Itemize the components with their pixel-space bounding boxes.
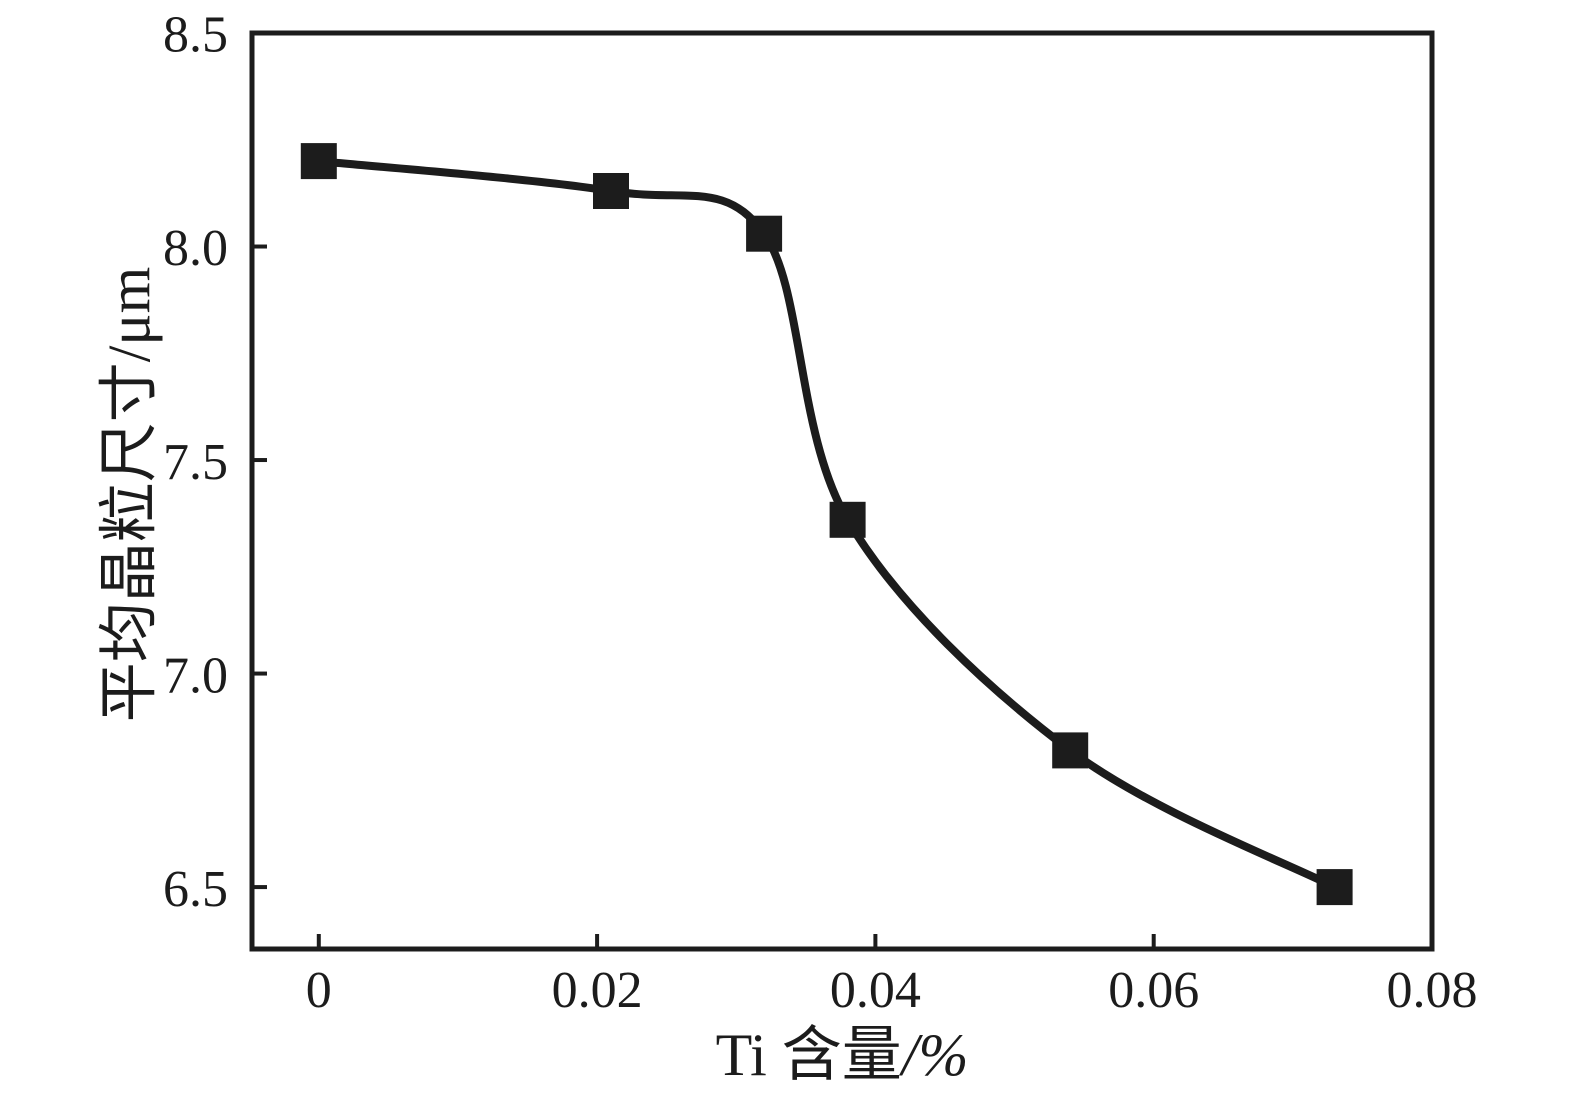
data-point-marker — [300, 143, 337, 180]
data-point-marker — [829, 501, 866, 538]
y-axis-tick-label: 7.5 — [163, 434, 228, 491]
x-axis-title-text: Ti 含量 — [715, 1021, 902, 1088]
plot-frame — [249, 30, 1435, 952]
y-axis-tick-label: 8.5 — [163, 7, 228, 64]
y-axis-tick-label: 7.0 — [163, 647, 228, 704]
data-point-marker — [593, 173, 629, 209]
x-axis-tick-label: 0.02 — [552, 962, 643, 1019]
y-axis-tick-label: 6.5 — [163, 861, 228, 918]
x-axis-tick-label: 0.08 — [1387, 962, 1478, 1019]
data-point-marker — [1316, 869, 1353, 906]
x-axis-tick-label: 0.04 — [830, 962, 921, 1019]
x-axis-tick-label: 0 — [306, 962, 332, 1019]
x-axis-tick-label: 0.06 — [1108, 962, 1199, 1019]
data-series-line — [318, 157, 1337, 891]
y-axis-tick-label: 8.0 — [163, 220, 228, 277]
x-axis-unit-text: /% — [901, 1021, 969, 1088]
data-point-marker — [1052, 732, 1089, 769]
y-axis-title-text: 平均晶粒尺寸 — [96, 361, 163, 722]
data-point-marker — [746, 215, 783, 252]
y-axis-unit-text: /μm — [96, 266, 163, 362]
